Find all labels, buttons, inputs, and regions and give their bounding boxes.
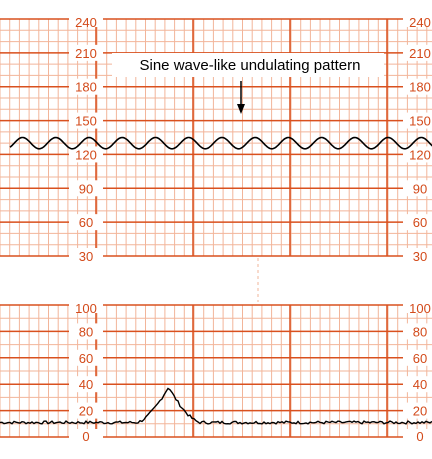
tick-label-bg <box>403 112 432 129</box>
tick-label-bg <box>69 323 103 340</box>
uc-trace <box>0 387 432 425</box>
y-tick-label: 90 <box>79 181 93 196</box>
tick-label-bg <box>403 248 432 264</box>
tick-label-bg <box>403 11 432 27</box>
tick-label-bg <box>403 297 432 313</box>
annotation-background <box>112 53 384 77</box>
y-tick-label: 40 <box>413 377 427 392</box>
tick-label-bg <box>69 11 103 27</box>
y-tick-label: 150 <box>409 114 431 129</box>
y-tick-label: 60 <box>79 351 93 366</box>
tick-label-bg <box>403 214 432 231</box>
y-tick-label: 0 <box>82 429 89 444</box>
traces <box>0 136 432 425</box>
tick-label-bg <box>69 180 103 197</box>
y-tick-label: 60 <box>413 351 427 366</box>
uc-grid <box>0 304 432 438</box>
tick-label-bg <box>69 248 103 264</box>
tick-label-bg <box>69 297 103 313</box>
y-tick-label: 80 <box>413 324 427 339</box>
tick-label-bg <box>69 429 103 445</box>
uc-tick-labels: 0 0 20 20 40 40 60 60 80 80 100 100 <box>69 297 432 445</box>
tick-label-bg <box>403 146 432 163</box>
y-tick-label: 100 <box>409 301 431 316</box>
y-tick-label: 30 <box>413 249 427 264</box>
y-tick-label: 60 <box>79 215 93 230</box>
tick-label-bg <box>403 78 432 95</box>
tick-label-bg <box>69 376 103 393</box>
y-tick-label: 240 <box>409 15 431 30</box>
tick-label-bg <box>69 214 103 231</box>
y-tick-label: 210 <box>75 46 97 61</box>
y-tick-label: 120 <box>409 147 431 162</box>
tick-label-bg <box>403 44 432 61</box>
y-tick-label: 150 <box>75 114 97 129</box>
fhr-trace <box>9 136 432 150</box>
annotation-arrow-head <box>237 104 245 114</box>
tick-label-bg <box>69 44 103 61</box>
tick-label-bg <box>403 429 432 445</box>
y-tick-label: 30 <box>79 249 93 264</box>
annotation-text: Sine wave-like undulating pattern <box>140 57 361 74</box>
y-tick-label: 20 <box>79 404 93 419</box>
y-tick-label: 60 <box>413 215 427 230</box>
y-tick-label: 120 <box>75 147 97 162</box>
y-tick-label: 90 <box>413 181 427 196</box>
y-tick-label: 20 <box>413 404 427 419</box>
tick-label-bg <box>69 349 103 366</box>
tick-label-bg <box>69 78 103 95</box>
tick-label-bg <box>403 323 432 340</box>
tick-label-bg <box>69 146 103 163</box>
tick-label-bg <box>403 180 432 197</box>
y-tick-label: 100 <box>75 301 97 316</box>
tick-label-bg <box>403 349 432 366</box>
y-tick-label: 180 <box>409 80 431 95</box>
tick-label-bg <box>403 402 432 419</box>
tick-label-bg <box>69 402 103 419</box>
tick-label-bg <box>69 112 103 129</box>
fhr-tick-labels: 30 30 60 60 90 90 120 120 150 150 180 180 210 210 240 2… <box>69 11 432 264</box>
y-tick-label: 240 <box>75 15 97 30</box>
y-tick-label: 80 <box>79 324 93 339</box>
tick-label-bg <box>403 376 432 393</box>
y-tick-label: 210 <box>409 46 431 61</box>
y-tick-label: 180 <box>75 80 97 95</box>
y-tick-label: 0 <box>416 429 423 444</box>
y-tick-label: 40 <box>79 377 93 392</box>
